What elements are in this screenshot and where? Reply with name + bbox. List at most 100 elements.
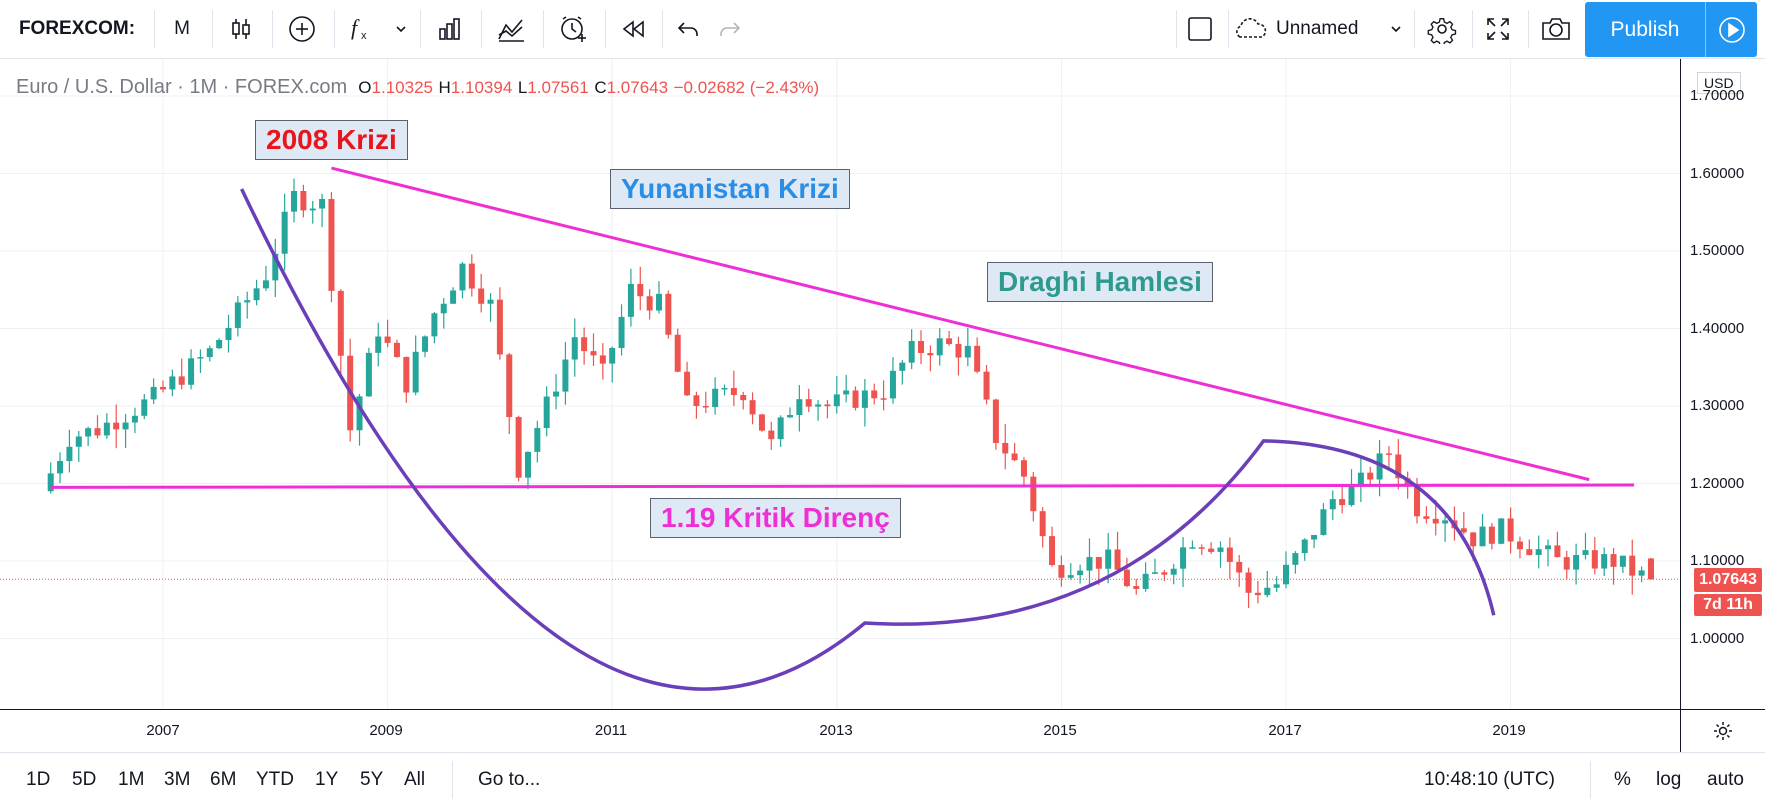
rectangle-icon bbox=[1188, 17, 1212, 41]
log-toggle[interactable]: log bbox=[1656, 768, 1682, 790]
interval-button[interactable]: M bbox=[158, 0, 206, 58]
range-all-button[interactable]: All bbox=[404, 768, 426, 790]
replay-button[interactable] bbox=[609, 0, 657, 58]
compare-button[interactable] bbox=[485, 0, 537, 58]
auto-toggle[interactable]: auto bbox=[1707, 768, 1744, 790]
toolbar-divider bbox=[334, 10, 335, 48]
chart-name-button[interactable]: Unnamed bbox=[1232, 0, 1402, 58]
candle-body bbox=[843, 390, 850, 395]
annotation-2008-crisis[interactable]: 2008 Krizi bbox=[255, 120, 408, 160]
range-5y-button[interactable]: 5Y bbox=[360, 768, 384, 790]
alert-button[interactable] bbox=[547, 0, 599, 58]
candle-body bbox=[1582, 550, 1589, 555]
publish-menu-button[interactable] bbox=[1706, 15, 1757, 45]
y-tick: 1.40000 bbox=[1690, 320, 1745, 337]
candle-body bbox=[1367, 472, 1374, 480]
candle-body bbox=[1180, 547, 1187, 569]
publish-label: Publish bbox=[1610, 17, 1680, 41]
candle-body bbox=[824, 404, 831, 407]
candle-body bbox=[131, 415, 138, 423]
candle-body bbox=[1563, 557, 1570, 570]
layout-button[interactable] bbox=[1180, 0, 1220, 58]
financials-button[interactable] bbox=[424, 0, 476, 58]
symbol-search-button[interactable]: FOREXCOM: bbox=[14, 0, 140, 58]
candle-body bbox=[1095, 557, 1102, 569]
clock-label[interactable]: 10:48:10 (UTC) bbox=[1424, 768, 1555, 790]
y-tick: 1.30000 bbox=[1690, 397, 1745, 414]
candle-body bbox=[1011, 453, 1018, 461]
candle-body bbox=[777, 417, 784, 440]
candle-body bbox=[1161, 572, 1168, 575]
countdown-tag: 7d 11h bbox=[1694, 594, 1762, 616]
legend-close-label: C bbox=[594, 78, 607, 97]
publish-button[interactable]: Publish bbox=[1585, 2, 1757, 57]
svg-text:x: x bbox=[361, 30, 367, 42]
candle-body bbox=[1067, 575, 1074, 578]
last-price-tag: 1.07643 bbox=[1694, 568, 1762, 592]
range-ytd-button[interactable]: YTD bbox=[256, 768, 294, 790]
annotation-greek-crisis[interactable]: Yunanistan Krizi bbox=[610, 169, 850, 209]
candle-body bbox=[646, 296, 653, 311]
candle-body bbox=[1442, 520, 1449, 524]
range-3m-button[interactable]: 3M bbox=[164, 768, 191, 790]
legend-high-value: 1.10394 bbox=[450, 78, 513, 97]
candle-body bbox=[57, 461, 64, 474]
percent-toggle[interactable]: % bbox=[1614, 768, 1631, 790]
undo-button[interactable] bbox=[666, 0, 710, 58]
range-6m-button[interactable]: 6M bbox=[210, 768, 237, 790]
candle-body bbox=[94, 428, 101, 436]
candle-body bbox=[1170, 568, 1177, 575]
candle-body bbox=[1311, 535, 1318, 540]
candle-body bbox=[1254, 592, 1261, 596]
candle-body bbox=[1498, 518, 1505, 544]
settings-button[interactable] bbox=[1418, 0, 1466, 58]
range-1y-button[interactable]: 1Y bbox=[315, 768, 339, 790]
redo-button[interactable] bbox=[708, 0, 752, 58]
candle-body bbox=[693, 395, 700, 406]
annotation-draghi[interactable]: Draghi Hamlesi bbox=[987, 262, 1213, 302]
fullscreen-button[interactable] bbox=[1476, 0, 1520, 58]
chart-name-dropdown[interactable] bbox=[1382, 0, 1410, 58]
candle-body bbox=[1629, 555, 1636, 576]
redo-icon bbox=[720, 22, 741, 36]
candle-body bbox=[852, 390, 859, 408]
candle-body bbox=[889, 370, 896, 399]
candle-body bbox=[1226, 547, 1233, 562]
range-5d-button[interactable]: 5D bbox=[72, 768, 97, 790]
goto-button[interactable]: Go to... bbox=[478, 768, 541, 790]
candle-body bbox=[1376, 453, 1383, 480]
currency-label: USD bbox=[1697, 72, 1741, 94]
legend-open-value: 1.10325 bbox=[371, 78, 433, 97]
chart-type-button[interactable] bbox=[216, 0, 266, 58]
time-axis[interactable] bbox=[0, 709, 1680, 752]
candle-body bbox=[103, 422, 110, 436]
legend-high-label: H bbox=[438, 78, 451, 97]
snapshot-button[interactable] bbox=[1532, 0, 1580, 58]
add-indicator-button[interactable] bbox=[276, 0, 328, 58]
candle-body bbox=[206, 348, 213, 358]
candle-body bbox=[1058, 565, 1065, 578]
range-1m-button[interactable]: 1M bbox=[118, 768, 145, 790]
alert-icon bbox=[561, 16, 586, 42]
chart-settings-corner[interactable] bbox=[1680, 709, 1765, 752]
candle-body bbox=[918, 341, 925, 353]
indicators-dropdown[interactable] bbox=[388, 0, 414, 58]
legend-low-value: 1.07561 bbox=[527, 78, 589, 97]
range-1d-button[interactable]: 1D bbox=[26, 768, 51, 790]
add-indicator-icon bbox=[289, 16, 315, 42]
candle-body bbox=[47, 473, 54, 492]
chart-canvas[interactable] bbox=[0, 59, 1680, 709]
candle-body bbox=[1339, 499, 1346, 506]
candle-body bbox=[758, 414, 765, 431]
candle-body bbox=[712, 388, 719, 408]
price-axis[interactable]: USD bbox=[1680, 59, 1765, 709]
candle-body bbox=[1470, 532, 1477, 547]
chart-pane[interactable] bbox=[0, 59, 1680, 709]
candle-body bbox=[861, 390, 868, 408]
candle-body bbox=[1301, 539, 1308, 554]
annotation-resistance[interactable]: 1.19 Kritik Direnç bbox=[650, 498, 901, 538]
candle-body bbox=[1123, 569, 1130, 587]
toolbar-divider bbox=[1414, 10, 1415, 48]
